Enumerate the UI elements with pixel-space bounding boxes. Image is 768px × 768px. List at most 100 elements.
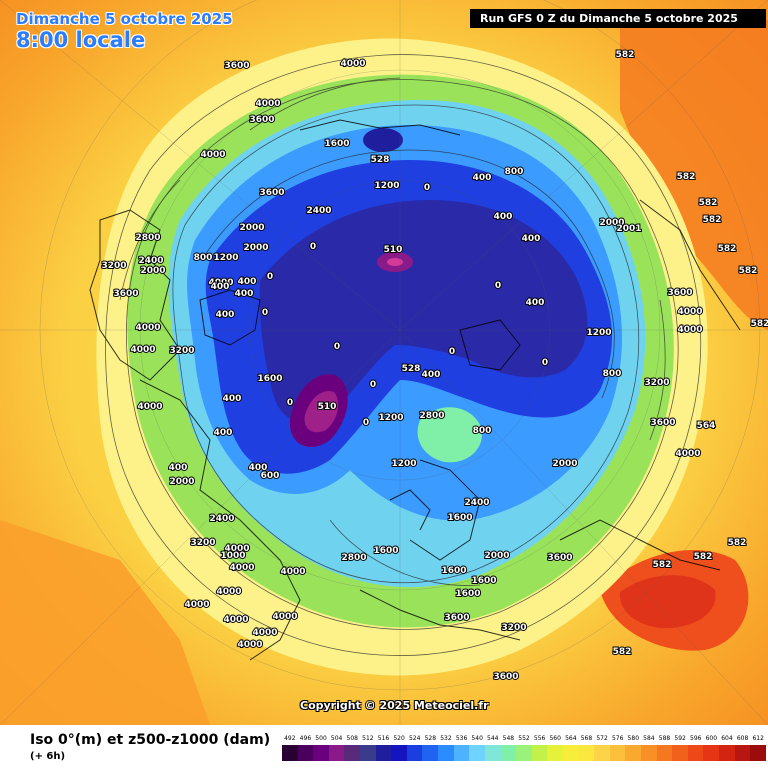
contour-value-label: 3600 xyxy=(259,188,284,198)
legend-swatch xyxy=(672,745,688,761)
contour-value-label: 582 xyxy=(728,538,747,548)
legend-label: 608 xyxy=(736,735,749,742)
legend-swatch xyxy=(625,745,642,761)
contour-value-label: 800 xyxy=(603,369,622,379)
legend-label: 552 xyxy=(518,735,530,742)
contour-value-label: 0 xyxy=(542,358,548,368)
legend-label: 576 xyxy=(611,735,624,742)
legend-swatch xyxy=(750,745,766,761)
legend-label: 548 xyxy=(502,735,515,742)
contour-value-label: 0 xyxy=(449,347,455,357)
contour-value-label: 2000 xyxy=(243,243,268,253)
contour-value-label: 0 xyxy=(262,308,268,318)
contour-value-label: 510 xyxy=(384,245,403,255)
contour-value-label: 582 xyxy=(751,319,768,329)
contour-value-label: 2000 xyxy=(599,218,624,228)
legend-swatch xyxy=(422,745,439,761)
contour-value-label: 3200 xyxy=(169,346,194,356)
contour-value-label: 2800 xyxy=(135,233,160,243)
contour-value-label: 582 xyxy=(677,172,696,182)
contour-value-label: 400 xyxy=(526,298,545,308)
legend-label: 564 xyxy=(565,735,577,742)
forecast-header: Dimanche 5 octobre 2025 8:00 locale xyxy=(16,10,233,52)
hot-zone-northeast xyxy=(620,20,768,330)
contour-value-label: 400 xyxy=(216,310,235,320)
legend-value-labels: 492 496 500 504 508 512 516 520 524 528 532 536 540 5… xyxy=(282,735,766,744)
contour-value-label: 400 xyxy=(235,289,254,299)
legend-swatch xyxy=(391,745,407,761)
contour-value-label: 4000 xyxy=(255,99,280,109)
legend-label: 612 xyxy=(752,735,764,742)
contour-value-label: 4000 xyxy=(137,402,162,412)
contour-value-label: 4000 xyxy=(229,563,254,573)
legend-swatch xyxy=(360,745,376,761)
contour-value-label: 400 xyxy=(223,394,242,404)
contour-value-label: 4000 xyxy=(252,628,277,638)
contour-value-label: 3600 xyxy=(113,289,138,299)
legend-swatch xyxy=(687,745,704,761)
legend-label: 524 xyxy=(408,735,421,742)
contour-value-label: 3600 xyxy=(650,418,675,428)
contour-value-label: 4000 xyxy=(675,449,700,459)
contour-value-label: 2400 xyxy=(306,206,331,216)
legend-swatch xyxy=(453,745,470,761)
contour-value-label: 400 xyxy=(214,428,233,438)
contour-value-label: 600 xyxy=(261,471,280,481)
legend-swatch xyxy=(734,745,751,761)
legend-swatch xyxy=(531,745,548,761)
legend-swatch xyxy=(656,745,673,761)
legend-label: 588 xyxy=(658,735,671,742)
contour-value-label: 0 xyxy=(424,183,430,193)
contour-value-label: 3600 xyxy=(444,613,469,623)
legend-swatch xyxy=(516,745,532,761)
contour-value-label: 1200 xyxy=(586,328,611,338)
contour-value-label: 3600 xyxy=(547,553,572,563)
legend-label: 600 xyxy=(705,735,718,742)
legend-swatch xyxy=(344,745,361,761)
contour-value-label: 0 xyxy=(287,398,293,408)
contour-value-label: 800 xyxy=(473,426,492,436)
contour-value-label: 582 xyxy=(653,560,672,570)
legend-swatch xyxy=(609,745,626,761)
contour-value-label: 4000 xyxy=(208,278,233,288)
contour-value-label: 3200 xyxy=(101,261,126,271)
legend-label: 596 xyxy=(690,735,702,742)
legend-label: 516 xyxy=(377,735,390,742)
contour-lines xyxy=(105,54,702,656)
coastlines xyxy=(89,119,741,661)
contour-value-label: 400 xyxy=(494,212,513,222)
contour-value-label: 2000 xyxy=(169,477,194,487)
contour-value-label: 4000 xyxy=(135,323,160,333)
legend-swatch xyxy=(328,745,345,761)
contour-value-label: 3600 xyxy=(224,61,249,71)
contour-value-label: 582 xyxy=(699,198,718,208)
contour-value-label: 2400 xyxy=(464,498,489,508)
legend-swatch xyxy=(594,745,610,761)
contour-value-label: 2000 xyxy=(552,459,577,469)
forecast-offset: (+ 6h) xyxy=(30,751,66,762)
contour-value-label: 0 xyxy=(334,342,340,352)
legend-label: 540 xyxy=(471,735,483,742)
contour-value-label: 3600 xyxy=(667,288,692,298)
graticule xyxy=(0,0,768,725)
contour-value-label: 582 xyxy=(703,215,722,225)
legend-label: 512 xyxy=(362,735,374,742)
contour-value-label: 1600 xyxy=(447,513,472,523)
contour-value-label: 582 xyxy=(613,647,632,657)
contour-value-label: 564 xyxy=(697,421,716,431)
low-centre-north-inner xyxy=(387,258,403,266)
contour-value-label: 2000 xyxy=(239,223,264,233)
contour-value-label: 528 xyxy=(371,155,390,165)
navy-core xyxy=(259,200,588,423)
contour-value-label: 2000 xyxy=(484,551,509,561)
contour-value-label: 510 xyxy=(318,402,337,412)
green-patch-center xyxy=(417,407,482,463)
contour-value-label: 400 xyxy=(249,463,268,473)
contour-value-label: 4000 xyxy=(677,325,702,335)
contour-value-label: 1600 xyxy=(324,139,349,149)
contour-value-label: 1600 xyxy=(257,374,282,384)
contour-value-label: 4000 xyxy=(223,615,248,625)
